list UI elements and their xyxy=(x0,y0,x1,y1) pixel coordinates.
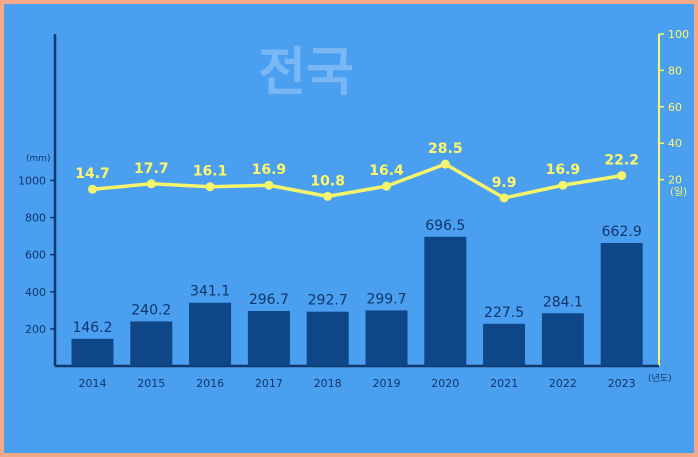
bar-9 xyxy=(600,243,643,366)
y-axis-unit: (mm) xyxy=(26,154,51,164)
x-tick-label-3: 2017 xyxy=(255,377,283,390)
bar-0 xyxy=(71,338,114,366)
line-point-3 xyxy=(264,180,274,190)
line-label-8: 16.9 xyxy=(546,162,581,178)
right-tick-label-3: 80 xyxy=(668,64,682,77)
line-point-1 xyxy=(146,179,156,189)
line-point-8 xyxy=(558,180,568,190)
line-path xyxy=(92,162,622,200)
bar-label-8: 284.1 xyxy=(543,294,583,310)
x-tick-label-8: 2022 xyxy=(549,377,577,390)
left-tick-label-3: 800 xyxy=(25,212,46,225)
chart-frame: 전국 200 400 600 800 1000 20 40 60 80 100 2014 2015… xyxy=(4,4,694,453)
line-point-0 xyxy=(88,184,97,194)
bar-4 xyxy=(306,311,349,366)
left-tick-label-2: 600 xyxy=(25,249,46,262)
right-tick-label-0: 20 xyxy=(668,174,682,187)
left-tick-label-1: 400 xyxy=(25,286,46,299)
bar-label-5: 299.7 xyxy=(366,291,406,307)
x-tick-label-1: 2015 xyxy=(137,377,165,390)
bar-label-4: 292.7 xyxy=(308,293,348,309)
right-tick-label-1: 40 xyxy=(668,137,682,150)
bar-label-7: 227.5 xyxy=(484,305,524,321)
x-axis: 2014 2015 2016 2017 2018 2019 2020 2021 2022 2023 xyxy=(55,364,659,390)
line-point-6 xyxy=(440,159,450,169)
bar-3 xyxy=(247,310,290,366)
bar-7 xyxy=(483,323,526,366)
bar-label-6: 696.5 xyxy=(425,218,465,234)
line-point-9 xyxy=(617,171,627,181)
x-tick-label-7: 2021 xyxy=(490,377,518,390)
line-label-9: 22.2 xyxy=(604,153,639,169)
x-tick-label-9: 2023 xyxy=(608,377,636,390)
x-tick-label-4: 2018 xyxy=(314,377,342,390)
right-axis: 20 40 60 80 100 xyxy=(658,28,689,366)
chart: 전국 200 400 600 800 1000 20 40 60 80 100 2014 2015… xyxy=(18,28,689,390)
bar-6 xyxy=(424,236,467,366)
line-label-7: 9.9 xyxy=(492,175,517,191)
line-label-6: 28.5 xyxy=(428,141,463,157)
line-label-0: 14.7 xyxy=(75,166,110,182)
line-point-4 xyxy=(323,191,333,201)
bar-5 xyxy=(365,310,408,366)
line-point-2 xyxy=(205,182,215,192)
bar-label-1: 240.2 xyxy=(131,302,171,318)
bars: 146.2 240.2 341.1 296.7 292.7 299.7 696.5 227.5… xyxy=(71,218,643,366)
y-axis-right-unit: (일) xyxy=(670,186,687,198)
bar-label-2: 341.1 xyxy=(190,284,230,300)
line-label-2: 16.1 xyxy=(193,164,228,180)
line-label-4: 10.8 xyxy=(310,173,345,189)
bar-1 xyxy=(130,321,173,366)
x-axis-unit: (년도) xyxy=(648,373,672,384)
bar-label-9: 662.9 xyxy=(602,224,642,240)
line-label-1: 17.7 xyxy=(134,161,169,177)
x-tick-label-5: 2019 xyxy=(373,377,401,390)
chart-title: 전국 xyxy=(258,43,354,103)
left-tick-label-0: 200 xyxy=(25,323,46,336)
x-tick-label-0: 2014 xyxy=(79,377,107,390)
x-tick-label-6: 2020 xyxy=(431,377,459,390)
line-label-3: 16.9 xyxy=(252,162,287,178)
bar-label-0: 146.2 xyxy=(72,320,112,336)
left-tick-label-4: 1000 xyxy=(18,175,46,188)
left-axis: 200 400 600 800 1000 xyxy=(18,34,57,366)
line-series: 14.7 17.7 16.1 16.9 10.8 16.4 28.5 9.9 16.9 22.2 xyxy=(75,141,639,203)
line-label-5: 16.4 xyxy=(369,163,404,179)
line-point-5 xyxy=(382,181,391,191)
bar-8 xyxy=(541,313,584,366)
bar-2 xyxy=(189,302,232,366)
line-point-7 xyxy=(499,193,509,203)
bar-label-3: 296.7 xyxy=(249,292,289,308)
right-tick-label-4: 100 xyxy=(668,28,689,41)
right-tick-label-2: 60 xyxy=(668,101,682,114)
x-tick-label-2: 2016 xyxy=(196,377,224,390)
